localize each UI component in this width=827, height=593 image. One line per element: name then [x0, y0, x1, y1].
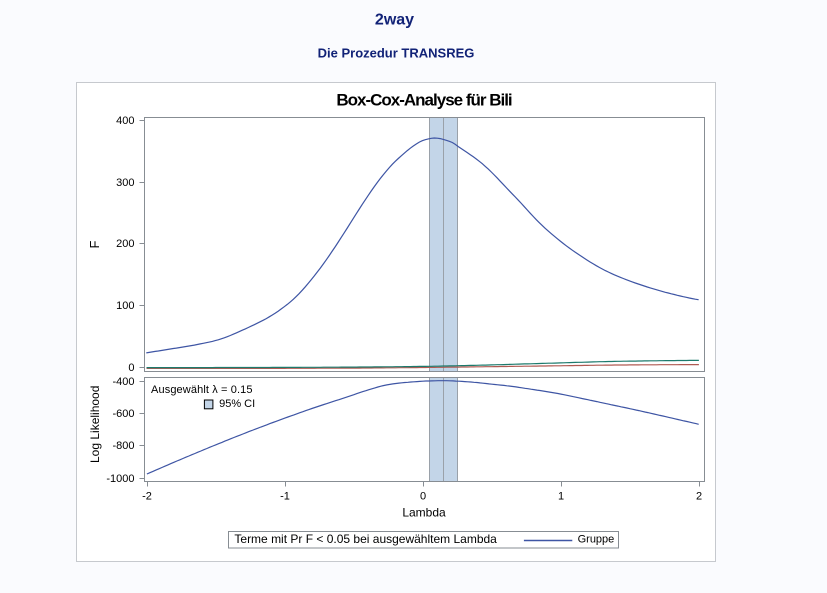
svg-text:-1: -1 — [280, 491, 290, 503]
svg-text:Die Prozedur TRANSREG: Die Prozedur TRANSREG — [318, 45, 475, 60]
svg-text:0: 0 — [420, 491, 426, 503]
svg-text:F: F — [87, 240, 102, 248]
svg-text:Ausgewählt λ = 0.15: Ausgewählt λ = 0.15 — [151, 384, 253, 396]
svg-text:95% CI: 95% CI — [219, 398, 255, 410]
svg-text:200: 200 — [116, 238, 134, 250]
svg-text:400: 400 — [116, 115, 134, 127]
svg-text:-400: -400 — [112, 376, 134, 388]
svg-text:-800: -800 — [112, 440, 134, 452]
svg-text:1: 1 — [558, 491, 564, 503]
svg-text:-1000: -1000 — [106, 473, 134, 485]
svg-text:Log Likelihood: Log Likelihood — [88, 386, 102, 463]
svg-text:Terme mit Pr F < 0.05 bei ausg: Terme mit Pr F < 0.05 bei ausgewähltem L… — [234, 532, 497, 546]
svg-text:2: 2 — [696, 491, 702, 503]
svg-text:0: 0 — [128, 362, 134, 374]
svg-text:100: 100 — [116, 300, 134, 312]
svg-text:Gruppe: Gruppe — [578, 533, 615, 545]
svg-text:-2: -2 — [142, 491, 152, 503]
svg-text:2way: 2way — [375, 12, 414, 29]
svg-text:-600: -600 — [112, 408, 134, 420]
svg-text:300: 300 — [116, 177, 134, 189]
svg-text:Box-Cox-Analyse für Bili: Box-Cox-Analyse für Bili — [336, 91, 512, 110]
svg-text:Lambda: Lambda — [402, 505, 446, 519]
